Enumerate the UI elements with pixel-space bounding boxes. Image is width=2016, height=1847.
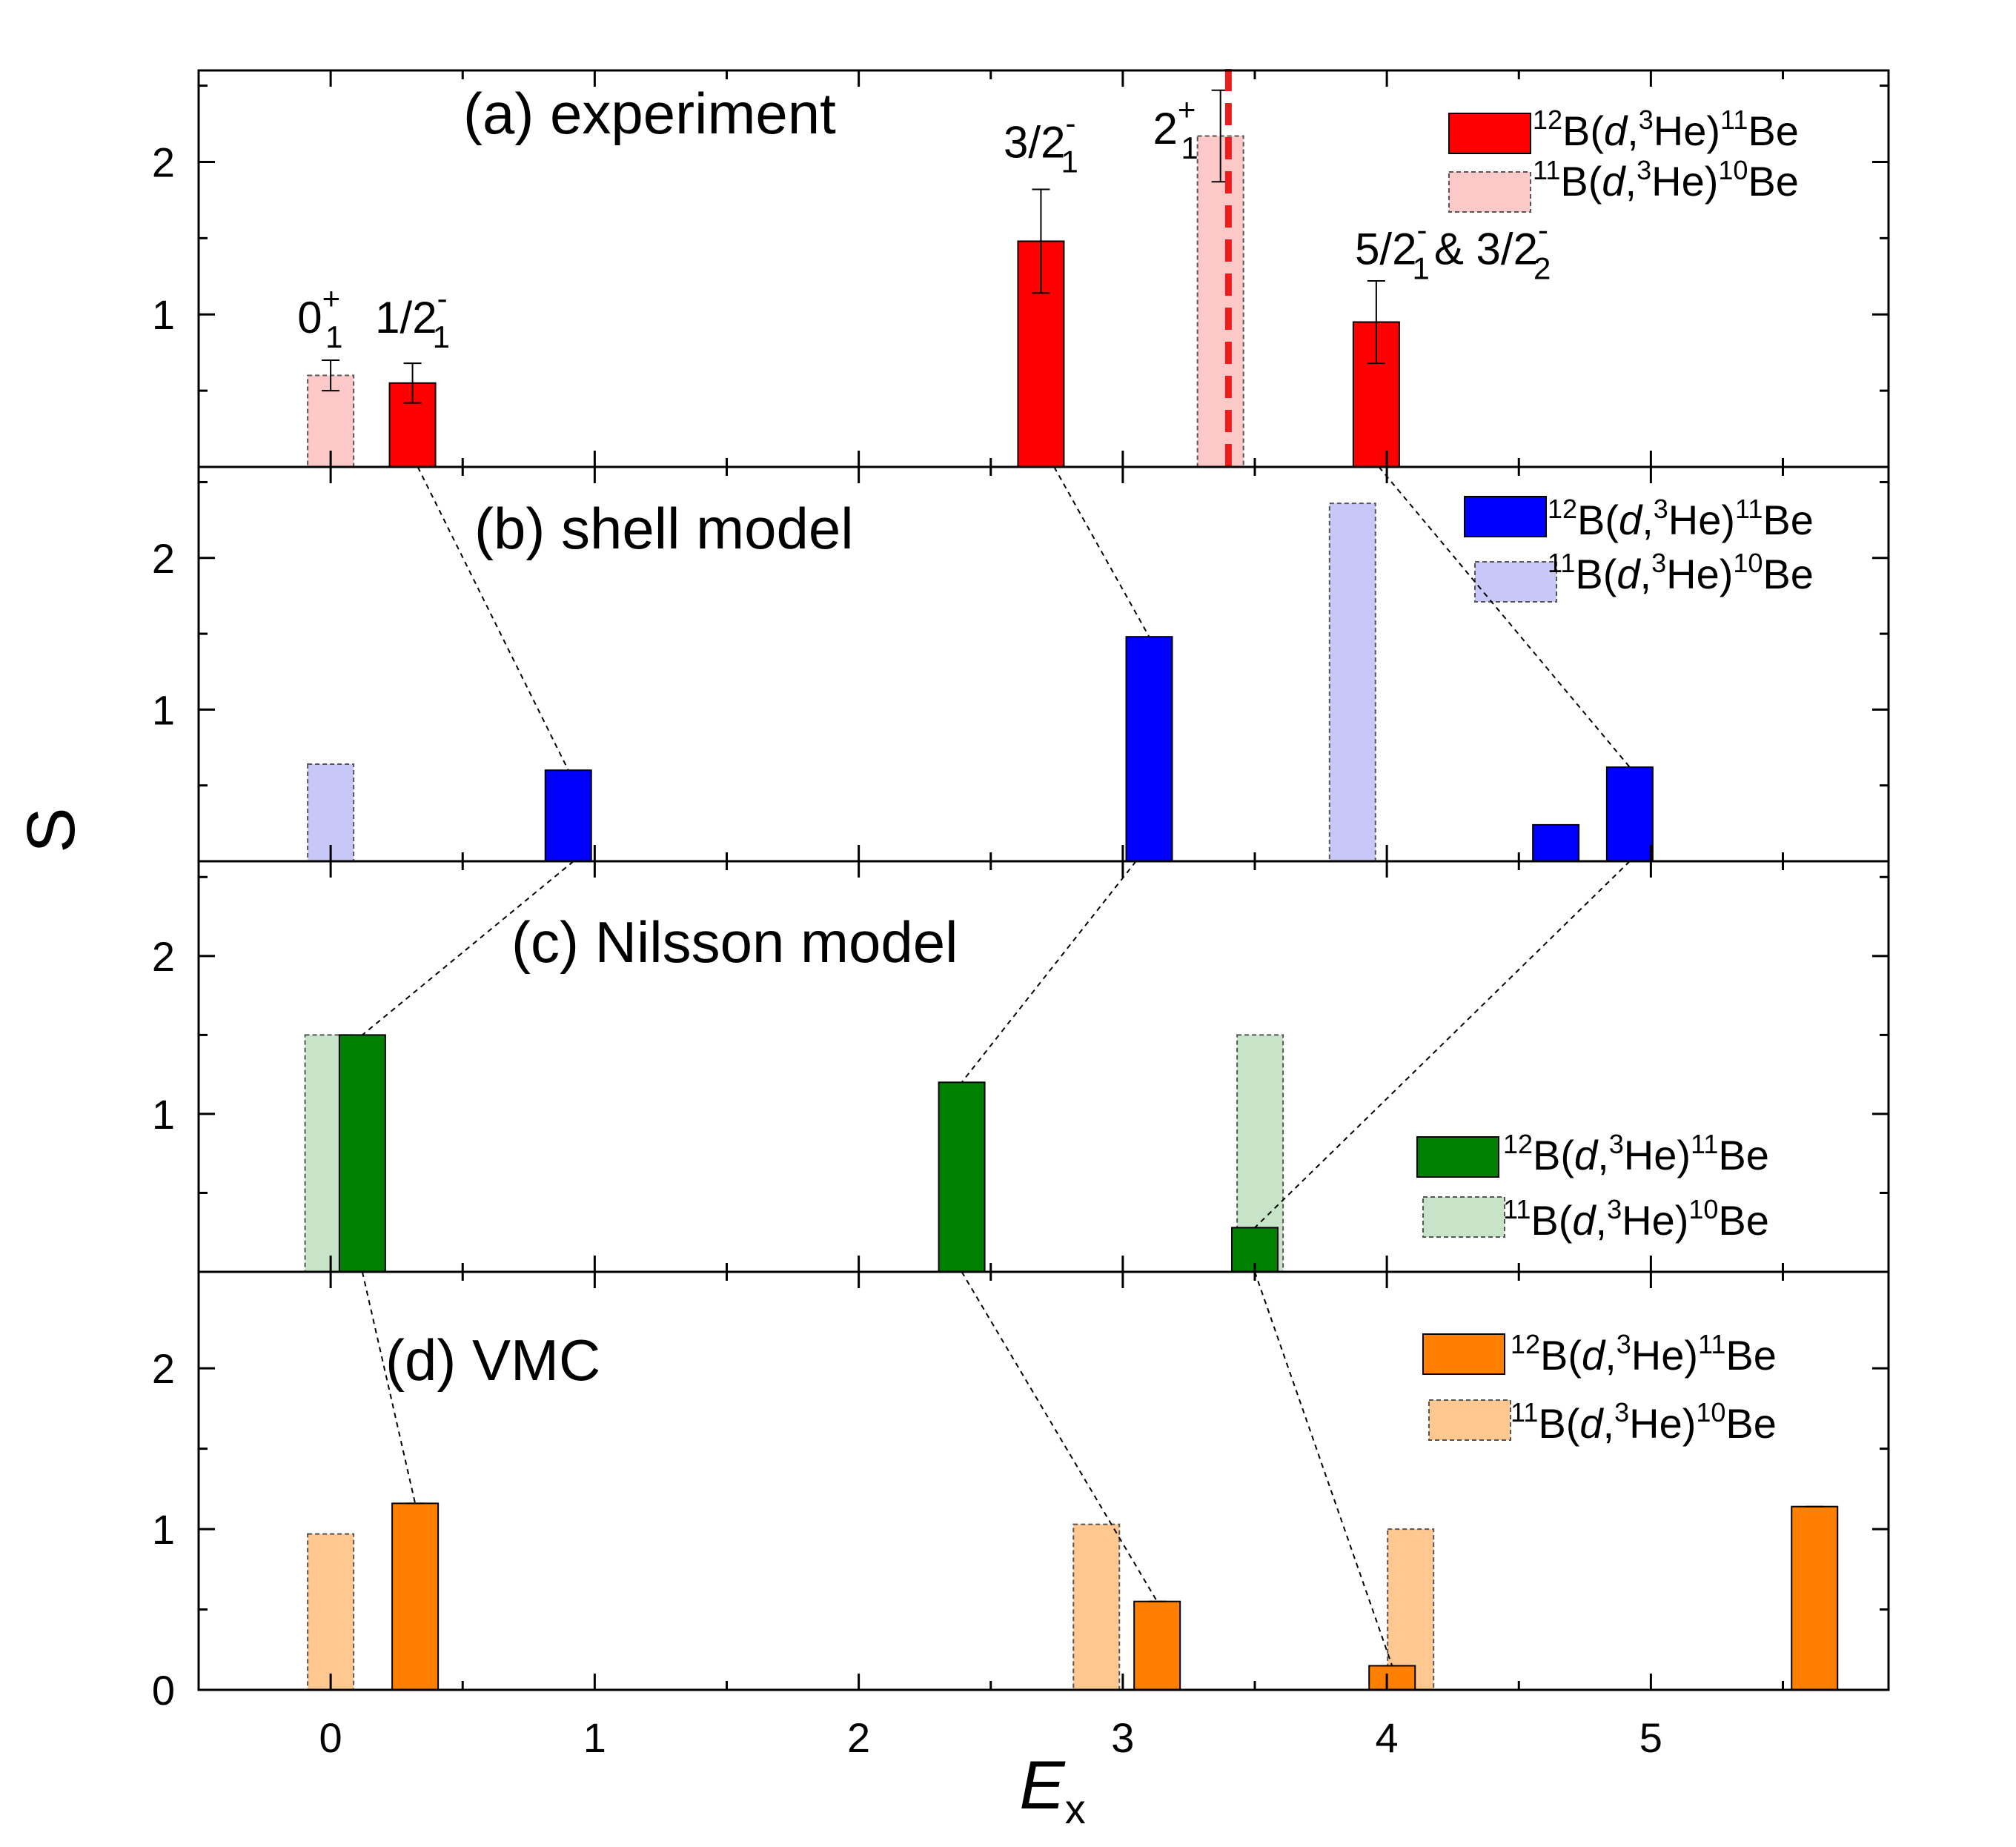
y-tick-label-b: 1 [152,686,175,733]
errorbar-a-10be-0 [322,359,340,392]
panel-title-a: (a) experiment [463,81,836,146]
legend-label-b-11be: 12B(d,3He)11Be [1548,494,1814,543]
y-tick-label-b: 2 [152,535,175,582]
bar-b-11be-1 [1125,636,1173,863]
errorbar-a-11be-0 [403,362,422,404]
legend-label-a-10be: 11B(d,3He)10Be [1533,155,1799,205]
connector-layer [361,466,1631,1666]
x-tick-label: 2 [847,1714,870,1761]
connector-line-0 [417,466,569,771]
bar-c-11be-1 [938,1081,986,1273]
panel-c: (c) Nilsson model 12B(d,3He)11Be 11B(d,3He… [304,909,1769,1273]
legend-swatch-d-10be [1428,1399,1511,1441]
state-label-3: 2+ 1 [1153,92,1198,165]
bar-c-11be-0 [338,1034,386,1273]
errorbar-a-11be-2 [1367,279,1385,365]
connector-line-3 [362,861,574,1036]
bar-d-10be-0 [307,1533,355,1691]
bar-a-10be-1 [1196,135,1244,468]
y-tick-label-a: 1 [152,291,175,338]
bar-d-10be-2 [1387,1528,1435,1691]
legend-swatch-c-11be [1416,1136,1499,1178]
y-axis-label: S [13,807,89,852]
legend-swatch-c-10be [1422,1196,1505,1238]
bar-b-11be-3 [1605,766,1654,862]
bar-d-11be-1 [1133,1600,1181,1691]
legend-swatch-a-11be [1448,113,1531,154]
axis-layer: 1 2 1 2 1 2 0 1 2 0 1 2 3 4 5 [152,69,1890,1761]
legend-swatch-b-10be [1474,561,1557,603]
bar-d-11be-2 [1368,1665,1416,1691]
errorbar-a-11be-1 [1032,188,1050,294]
panel-title-b: (b) shell model [474,496,854,561]
panel-a: (a) experiment 12B(d,3He)11Be11B(d,3He)10… [297,69,1799,468]
legend-swatch-d-11be [1422,1333,1505,1375]
y-tick-label-d: 2 [152,1345,175,1392]
state-label-4: 5/2-1 & 3/2-2 [1355,212,1551,285]
connector-line-1 [1053,466,1150,637]
y-tick-label-d: 1 [152,1506,175,1553]
legend-swatch-b-11be [1464,496,1547,537]
x-tick-label: 3 [1111,1714,1134,1761]
connector-line-8 [1254,1271,1393,1666]
legend-label-d-11be: 12B(d,3He)11Be [1511,1329,1777,1379]
y-tick-label-c: 2 [152,933,175,980]
state-label-2: 3/2-1 [1004,105,1078,179]
connector-line-6 [361,1271,417,1504]
connector-line-5 [1254,861,1631,1229]
panel-title-c: (c) Nilsson model [511,909,958,975]
bar-d-11be-0 [391,1502,440,1691]
state-label-1: 1/2-1 [375,281,450,354]
connector-line-4 [961,861,1137,1083]
state-label-0: 0+ 1 [297,281,342,354]
connector-line-2 [1378,466,1631,768]
x-axis-label: Ex [1019,1748,1085,1832]
x-tick-label: 0 [319,1714,342,1761]
connector-line-7 [961,1271,1158,1602]
y-tick-label-c: 1 [152,1091,175,1138]
legend-label-c-11be: 12B(d,3He)11Be [1503,1129,1769,1178]
legend-swatch-a-10be [1448,171,1531,213]
x-tick-label: 4 [1376,1714,1399,1761]
bar-b-10be-1 [1328,503,1376,862]
panel-d: (d) VMC 12B(d,3He)11Be 11B(d,3He)10Be [307,1327,1839,1691]
bar-b-11be-0 [544,769,592,862]
legend-label-d-10be: 11B(d,3He)10Be [1511,1397,1777,1447]
y-tick-label-d: 0 [152,1667,175,1714]
legend-label-b-10be: 11B(d,3He)10Be [1548,548,1814,597]
bar-d-11be-3 [1791,1505,1839,1691]
x-tick-label: 5 [1639,1714,1662,1761]
legend-label-c-10be: 11B(d,3He)10Be [1503,1194,1769,1244]
panels-layer: (a) experiment 12B(d,3He)11Be11B(d,3He)10… [297,69,1839,1691]
panel-title-d: (d) VMC [385,1327,600,1393]
bar-b-11be-2 [1532,823,1580,863]
y-tick-label-a: 2 [152,139,175,185]
legend-label-a-11be: 12B(d,3He)11Be [1533,105,1799,154]
bar-d-10be-1 [1072,1523,1121,1691]
panel-frame-d [197,1270,1890,1691]
panel-b: (b) shell model 12B(d,3He)11Be 11B(d,3He)1… [307,494,1814,863]
x-tick-label: 1 [583,1714,606,1761]
